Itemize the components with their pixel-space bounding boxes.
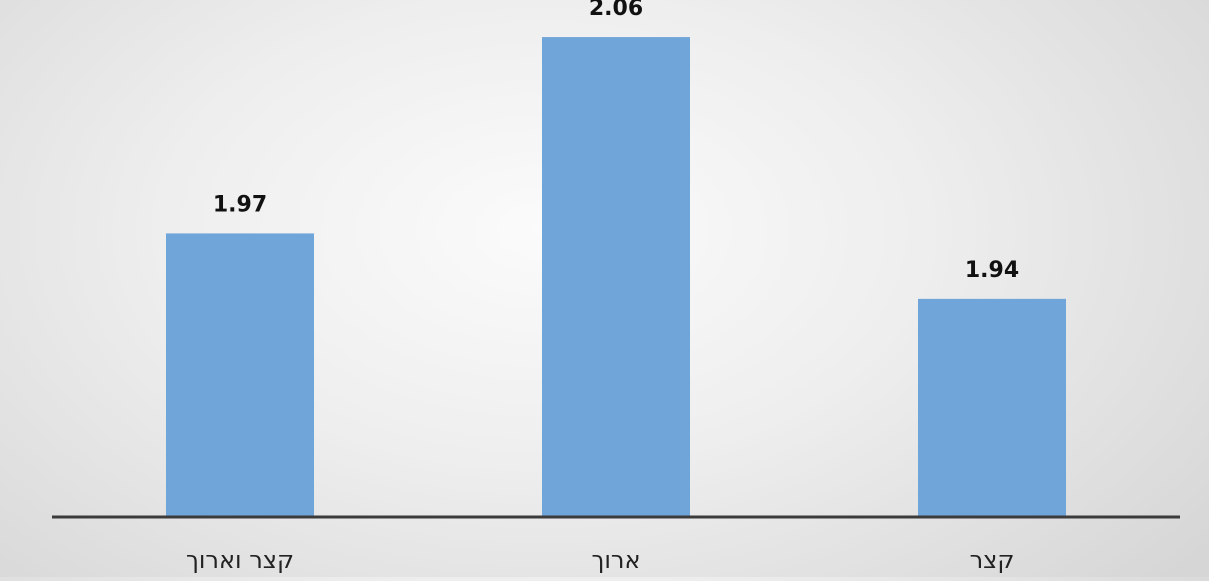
data-label-2: 2.06: [589, 0, 643, 21]
bars-layer: [166, 37, 1066, 518]
category-label-2: ארוך: [591, 546, 640, 574]
data-label-1: 1.94: [965, 258, 1019, 283]
data-label-3: 1.97: [213, 192, 267, 217]
category-label-1: קצר: [970, 546, 1015, 574]
bar-3: [166, 233, 314, 517]
category-label-3: קצר וארוך: [186, 546, 294, 574]
labels-layer: 1.94 קצר 2.06 ארוך 1.97 קצר וארוך: [186, 0, 1019, 574]
bar-2: [542, 37, 690, 518]
bar-1: [918, 298, 1066, 517]
